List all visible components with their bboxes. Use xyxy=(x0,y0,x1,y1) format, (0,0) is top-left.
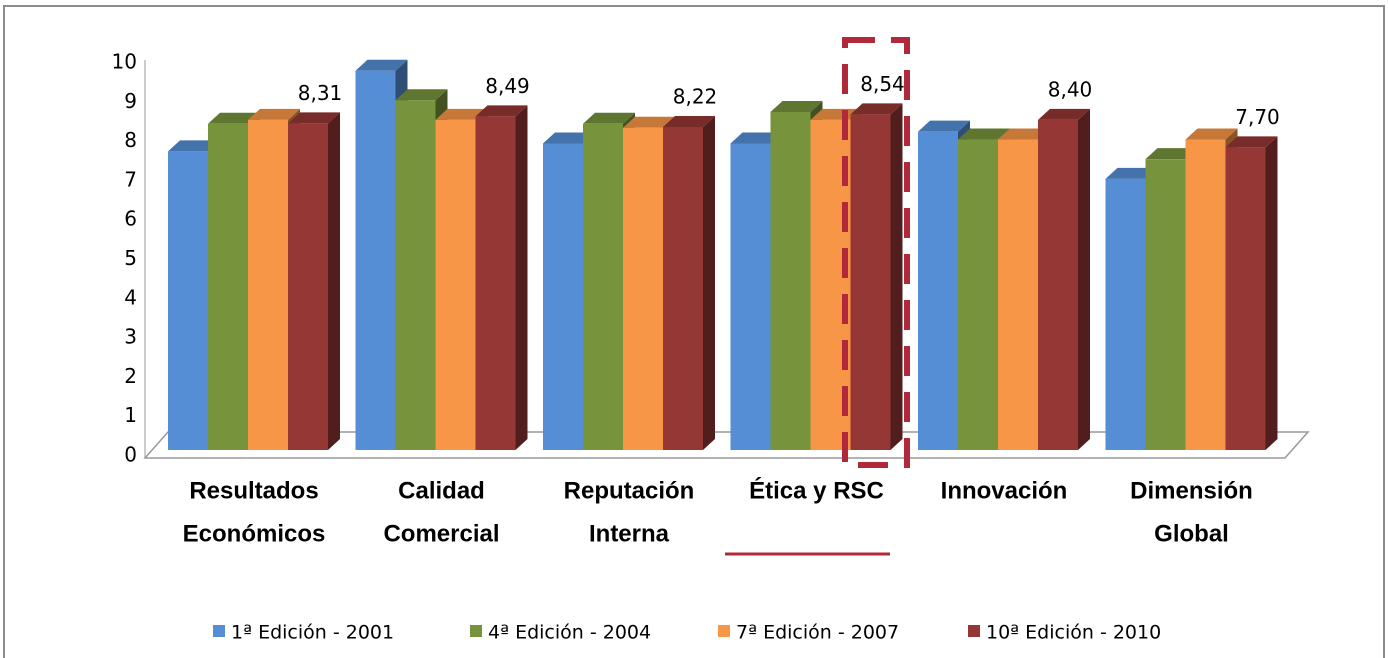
value-label: 7,70 xyxy=(1235,105,1280,129)
bar xyxy=(663,126,703,450)
bar xyxy=(770,112,811,451)
bar-top xyxy=(1105,167,1158,179)
x-tick-label: Dimensión xyxy=(1130,477,1253,504)
bar-top xyxy=(475,105,528,117)
highlight-box xyxy=(842,37,910,468)
value-label: 8,40 xyxy=(1048,77,1093,101)
bar-top xyxy=(288,112,340,124)
value-label: 8,49 xyxy=(485,74,530,98)
y-tick-label: 1 xyxy=(124,403,137,427)
bar-top xyxy=(168,140,220,152)
bar xyxy=(1225,147,1266,450)
bar-top xyxy=(208,112,260,124)
x-tick-label: Económicos xyxy=(183,520,326,547)
bar-top xyxy=(810,108,863,120)
bar xyxy=(288,123,328,451)
x-tick-label: Reputación xyxy=(564,477,695,504)
bar-top xyxy=(958,128,1010,140)
bar-side xyxy=(328,112,340,451)
bar-side xyxy=(515,105,528,450)
legend-label: 7ª Edición - 2007 xyxy=(736,622,899,644)
bar xyxy=(850,114,891,451)
bar-top xyxy=(730,132,783,144)
y-tick-label: 7 xyxy=(124,167,137,191)
value-label: 8,22 xyxy=(673,84,718,108)
bar xyxy=(998,139,1038,450)
bar xyxy=(1185,139,1226,450)
bar-top xyxy=(998,128,1050,140)
bar xyxy=(355,70,396,450)
x-tick-label: Innovación xyxy=(941,477,1068,504)
legend-swatch xyxy=(470,625,482,637)
bar-top xyxy=(583,112,635,124)
y-tick-label: 10 xyxy=(112,50,137,74)
y-tick-label: 8 xyxy=(124,128,137,152)
bar-side xyxy=(703,115,715,450)
y-tick-label: 6 xyxy=(124,207,137,231)
legend-swatch xyxy=(718,625,730,637)
bar xyxy=(730,143,771,450)
bar xyxy=(395,100,436,450)
bar-side xyxy=(890,103,903,451)
chart-border xyxy=(3,5,1385,658)
bar xyxy=(1145,159,1186,450)
y-tick-label: 3 xyxy=(124,325,137,349)
legend-label: 4ª Edición - 2004 xyxy=(488,622,651,644)
bar xyxy=(918,131,958,451)
x-tick-label: Comercial xyxy=(383,520,499,547)
bar-top xyxy=(355,59,408,71)
x-tick-label: Calidad xyxy=(398,477,485,504)
plot: 0 1 2 3 4 5 6 7 8 9 10 8,31 Resultados Económicos 8,49… xyxy=(112,50,1280,644)
x-tick-label: Global xyxy=(1154,520,1229,547)
bar-top xyxy=(623,116,675,128)
y-tick-label: 9 xyxy=(124,89,137,113)
bar xyxy=(248,119,288,450)
x-tick-label: Ética y RSC xyxy=(749,476,884,504)
bar-top xyxy=(663,115,715,127)
bar-top xyxy=(850,103,903,115)
bar xyxy=(1038,119,1078,450)
y-tick-label: 2 xyxy=(124,364,137,388)
bar xyxy=(623,127,663,451)
bar-top xyxy=(248,108,300,120)
bar xyxy=(543,143,583,450)
x-tick-label: Resultados xyxy=(189,477,318,504)
bar xyxy=(475,116,516,450)
legend-swatch xyxy=(968,625,980,637)
bar xyxy=(958,139,998,450)
bar-top xyxy=(395,89,448,101)
bar-top xyxy=(1225,136,1278,148)
bar-top xyxy=(918,120,970,132)
bar xyxy=(1105,178,1146,450)
bar xyxy=(435,119,476,450)
bar-top xyxy=(1145,148,1198,160)
bar-top xyxy=(770,101,823,113)
bar-side xyxy=(1265,136,1278,450)
value-label: 8,31 xyxy=(298,81,343,105)
bar xyxy=(168,151,208,450)
legend-label: 1ª Edición - 2001 xyxy=(231,622,394,644)
legend-label: 10ª Edición - 2010 xyxy=(986,622,1161,644)
bar-top xyxy=(1038,108,1090,120)
x-tick-label: Interna xyxy=(589,520,670,547)
y-tick-label: 5 xyxy=(124,246,137,270)
legend-swatch xyxy=(213,625,225,637)
bar xyxy=(208,123,248,450)
bar-top xyxy=(435,108,488,120)
bar-side xyxy=(1078,108,1090,450)
bar-top xyxy=(543,132,595,144)
y-tick-label: 4 xyxy=(124,285,137,309)
y-tick-label: 0 xyxy=(124,443,137,467)
bar xyxy=(583,123,623,450)
value-label: 8,54 xyxy=(860,72,905,96)
bar-top xyxy=(1185,128,1238,140)
